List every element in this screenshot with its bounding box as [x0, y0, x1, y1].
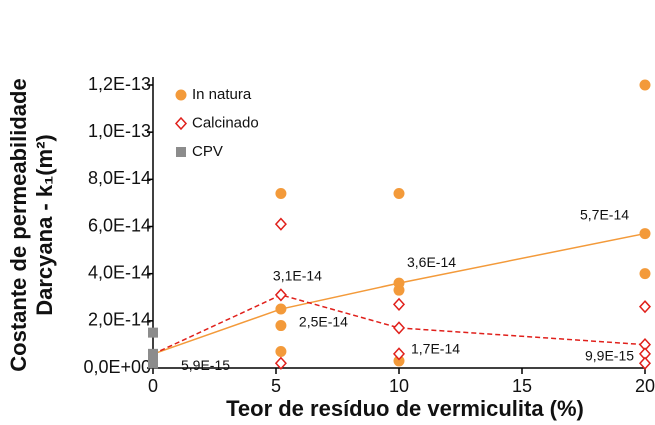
legend-marker	[176, 147, 186, 157]
point	[638, 356, 652, 370]
x-tick-label: 5	[271, 376, 281, 396]
point	[639, 268, 651, 280]
point	[392, 297, 406, 311]
point	[638, 300, 652, 314]
data-label: 3,1E-14	[273, 268, 322, 284]
data-label: 5,7E-14	[580, 206, 629, 222]
data-label: 5,9E-15	[181, 357, 230, 373]
y-axis-label: Costante de permeabilidade	[6, 78, 31, 371]
point	[274, 217, 287, 231]
point	[393, 187, 405, 199]
y-tick-label: 6,0E-14	[88, 215, 151, 235]
point	[393, 284, 405, 296]
data-label: 2,5E-14	[299, 314, 348, 330]
point	[148, 327, 158, 338]
point	[275, 187, 287, 199]
mean-line	[152, 294, 646, 355]
y-tick-label: 4,0E-14	[88, 262, 151, 282]
point	[392, 321, 406, 335]
point	[275, 345, 287, 357]
legend-label: Calcinado	[192, 114, 259, 131]
data-label: 3,6E-14	[407, 254, 456, 270]
legend-marker	[175, 89, 187, 101]
point	[393, 355, 405, 367]
data-label: 1,7E-14	[411, 341, 460, 357]
mean-line	[152, 232, 646, 355]
x-tick-label: 20	[635, 376, 655, 396]
y-tick-label: 2,0E-14	[88, 310, 151, 330]
x-tick-label: 10	[389, 376, 409, 396]
legend-label: CPV	[192, 143, 223, 160]
y-axis-label: Darcyana - k₁(m²)	[32, 134, 57, 316]
point	[275, 303, 287, 315]
y-tick-label: 1,0E-13	[88, 121, 151, 141]
x-axis-label: Teor de resíduo de vermiculita (%)	[226, 396, 584, 421]
point	[639, 79, 651, 91]
point	[639, 228, 651, 240]
point	[392, 347, 406, 361]
x-tick-label: 0	[148, 376, 158, 396]
point	[275, 320, 287, 332]
y-tick-label: 8,0E-14	[88, 168, 151, 188]
y-tick-label: 1,2E-13	[88, 74, 151, 94]
data-label: 9,9E-15	[585, 347, 634, 363]
x-tick-label: 15	[512, 376, 532, 396]
legend-label: In natura	[192, 86, 252, 103]
legend-marker	[174, 116, 188, 131]
point	[274, 288, 287, 302]
point	[274, 356, 287, 370]
y-tick-label: 0,0E+00	[83, 357, 151, 377]
point	[148, 358, 158, 369]
